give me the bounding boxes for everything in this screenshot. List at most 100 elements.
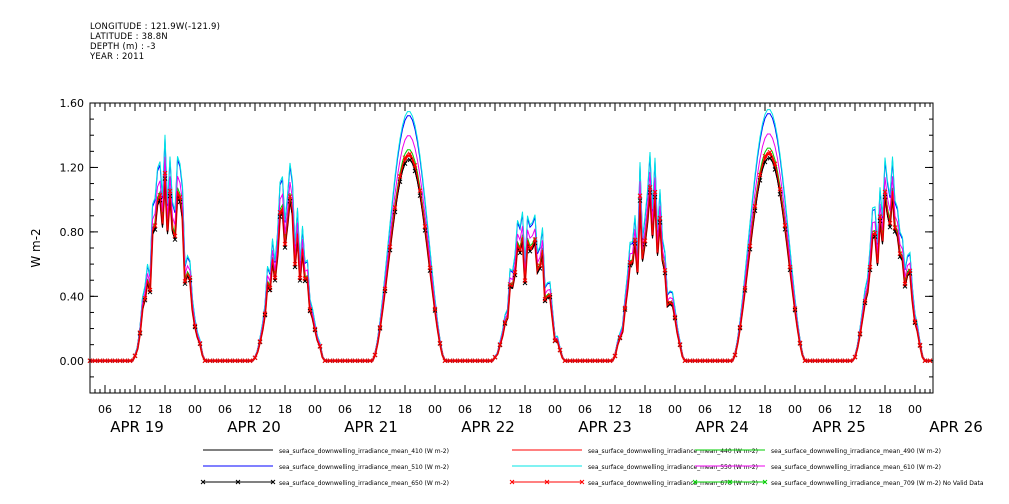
series-marker: [862, 298, 868, 304]
series-marker: [752, 203, 758, 209]
series-marker: [667, 300, 673, 306]
series-marker: [132, 353, 138, 359]
x-hour-label: 00: [668, 403, 682, 416]
axis-ticks: [89, 102, 933, 394]
series-marker: [792, 306, 798, 311]
series-marker: [397, 174, 403, 179]
series-marker: [472, 358, 478, 364]
series-marker: [857, 331, 863, 336]
x-day-label: APR 20: [227, 418, 281, 436]
series-marker: [257, 339, 263, 344]
series-marker: [317, 343, 323, 349]
series-marker: [227, 358, 233, 364]
series-marker: [917, 342, 923, 348]
series-marker: [357, 358, 363, 364]
x-hour-label: 00: [188, 403, 202, 416]
metadata-block: LONGITUDE : 121.9W(-121.9) LATITUDE : 38…: [90, 22, 220, 62]
series-marker: [137, 330, 143, 335]
series-marker: [827, 358, 833, 364]
series-marker: [307, 307, 313, 312]
series-marker: [532, 237, 538, 242]
series-marker: [812, 358, 818, 364]
series-marker: [147, 287, 153, 293]
series-marker: [492, 354, 498, 360]
series-marker: [167, 188, 173, 194]
series-marker: [682, 358, 688, 364]
x-hour-label: 06: [578, 403, 592, 416]
x-day-label: APR 19: [110, 418, 164, 436]
x-hour-label: 06: [698, 403, 712, 416]
series-marker: [217, 358, 223, 364]
series-marker: [107, 358, 113, 364]
series-marker: [292, 261, 298, 267]
series-marker: [807, 358, 813, 364]
x-hour-label: 12: [128, 403, 142, 416]
series-marker: [222, 358, 228, 364]
series-marker: [817, 358, 823, 364]
legend-label: sea_surface_downwelling_irradiance_mean_…: [771, 464, 941, 471]
series-marker: [707, 358, 713, 364]
series-marker: [202, 358, 208, 364]
series-marker: [427, 265, 433, 271]
series-line: [90, 153, 930, 362]
series-line: [90, 113, 930, 362]
series-marker: [912, 319, 918, 324]
y-tick-label: 1.20: [60, 161, 85, 174]
series-marker: [907, 268, 913, 274]
series-marker: [607, 358, 613, 364]
series-marker: [927, 358, 933, 364]
series-marker: [192, 323, 198, 329]
series-marker: [732, 352, 738, 358]
legend-label: sea_surface_downwelling_irradiance_mean_…: [588, 464, 758, 471]
series-line: [90, 157, 930, 362]
series-marker: [847, 358, 853, 364]
series-marker: [747, 243, 753, 249]
series-marker: [377, 325, 383, 330]
series-marker: [822, 358, 828, 364]
x-hour-label: 18: [878, 403, 892, 416]
series-marker: [627, 260, 633, 265]
series-marker: [757, 172, 763, 178]
x-hour-label: 12: [248, 403, 262, 416]
series-marker: [567, 358, 573, 364]
series-marker: [142, 296, 148, 301]
series-marker: [302, 276, 308, 281]
series-marker: [157, 192, 163, 198]
legend-marker: [579, 479, 585, 485]
series-marker: [477, 358, 483, 364]
series-marker: [922, 358, 928, 364]
series-marker: [687, 358, 693, 364]
x-hour-label: 18: [758, 403, 772, 416]
series-marker: [797, 340, 803, 346]
series-marker: [117, 358, 123, 364]
series-marker: [612, 353, 618, 359]
x-hour-label: 18: [278, 403, 292, 416]
y-tick-label: 0.00: [60, 355, 85, 368]
x-hour-label: 12: [488, 403, 502, 416]
series-line: [90, 151, 930, 362]
legend-marker: [762, 479, 768, 485]
series-marker: [487, 358, 493, 364]
x-hour-label: 00: [908, 403, 922, 416]
legend-marker: [544, 479, 550, 485]
series-marker: [727, 358, 733, 364]
series-marker: [877, 214, 883, 220]
series-marker: [162, 170, 168, 176]
series-marker: [887, 220, 893, 226]
series-marker: [387, 244, 393, 250]
series-marker: [467, 358, 473, 364]
legend-label: sea_surface_downwelling_irradiance_mean_…: [279, 480, 449, 487]
series-marker: [742, 285, 748, 291]
series-marker: [832, 358, 838, 364]
series-marker: [462, 358, 468, 364]
series-marker: [517, 247, 523, 252]
series-marker: [237, 358, 243, 364]
series-marker: [277, 209, 283, 215]
series-marker: [692, 358, 698, 364]
series-marker: [657, 215, 663, 221]
series-marker: [502, 320, 508, 325]
series-marker: [207, 358, 213, 364]
series-marker: [632, 237, 638, 243]
series-marker: [187, 275, 193, 281]
x-day-label: APR 22: [461, 418, 515, 436]
